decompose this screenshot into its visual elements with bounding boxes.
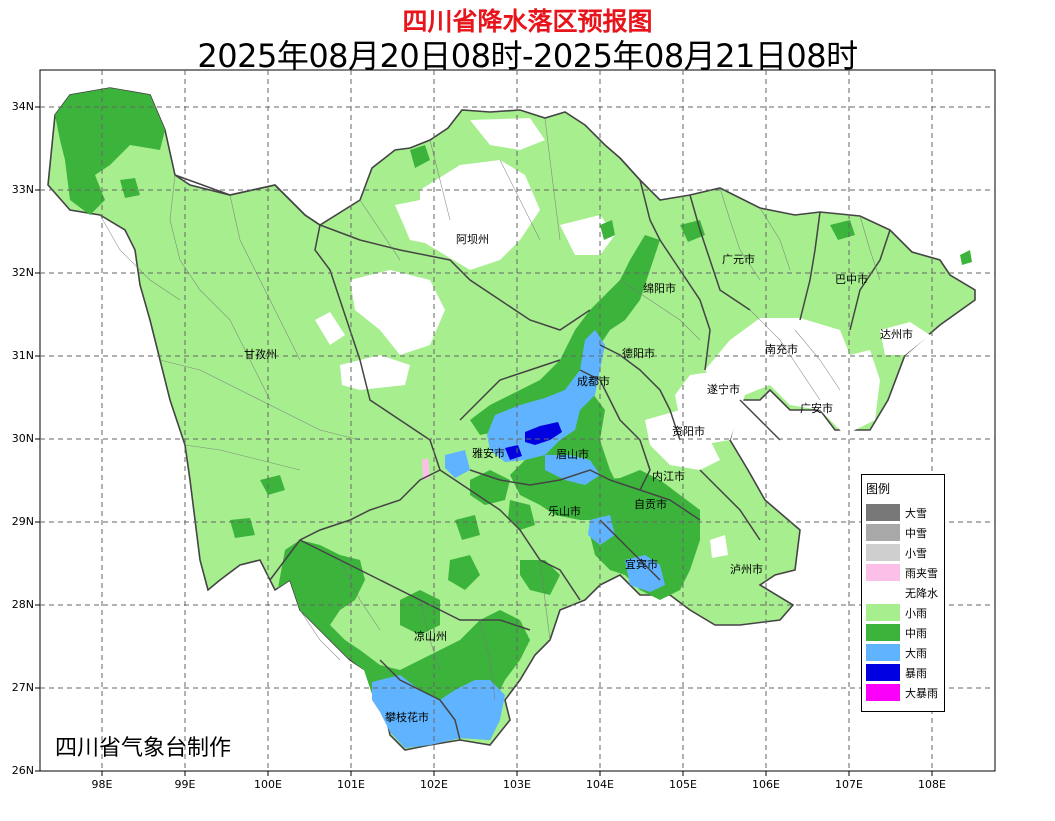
city-label-leshan: 乐山市	[548, 505, 581, 518]
legend-label: 大暴雨	[905, 687, 938, 700]
lon-label-103e: 103E	[503, 778, 531, 791]
rainstorm-areas	[505, 422, 562, 460]
forecast-period: 2025年08月20日08时-2025年08月21日08时	[197, 37, 858, 75]
district-boundaries	[99, 117, 881, 701]
lon-label-98e: 98E	[91, 778, 113, 791]
city-label-dazhou: 达州市	[880, 328, 913, 341]
lon-label-104e: 104E	[586, 778, 614, 791]
legend-label: 大雨	[905, 647, 927, 660]
legend-item-heavy-rainstorm: 大暴雨	[866, 684, 942, 702]
city-label-yibin: 宜宾市	[625, 558, 658, 571]
city-label-aba: 阿坝州	[456, 233, 489, 246]
city-label-ziyang: 资阳市	[672, 425, 705, 438]
legend-title: 图例	[866, 482, 891, 496]
city-label-yaan: 雅安市	[472, 447, 505, 460]
legend-label: 雨夹雪	[905, 567, 938, 580]
sleet-area	[422, 458, 430, 480]
legend-swatch	[866, 604, 900, 621]
map-title: 四川省降水落区预报图	[402, 7, 653, 36]
lon-label-100e: 100E	[254, 778, 282, 791]
heavy-rain-areas	[372, 330, 665, 748]
lat-label-27n: 27N	[11, 681, 34, 694]
legend-swatch	[866, 664, 900, 681]
legend-swatch	[866, 684, 900, 701]
legend-label: 小雪	[905, 547, 927, 560]
legend-item-moderate-snow: 中雪	[866, 524, 942, 542]
legend-item-moderate-rain: 中雨	[866, 624, 942, 642]
city-label-ganzi: 甘孜州	[244, 348, 277, 361]
legend-item-heavy-snow: 大雪	[866, 504, 942, 522]
axis-ticks	[35, 106, 933, 776]
legend-swatch	[866, 644, 900, 661]
city-label-suining: 遂宁市	[707, 383, 740, 396]
city-label-nanchong: 南充市	[765, 343, 798, 356]
legend-swatch	[866, 544, 900, 561]
city-label-panzhihua: 攀枝花市	[385, 711, 429, 724]
map-legend: 图例 大雪 中雪 小雪 雨夹雪 无降水 小雨 中雨 大雨 暴雨 大暴雨	[861, 474, 945, 712]
legend-swatch	[866, 524, 900, 541]
lon-label-105e: 105E	[669, 778, 697, 791]
lon-label-108e: 108E	[918, 778, 946, 791]
legend-item-light-snow: 小雪	[866, 544, 942, 562]
legend-label: 小雨	[905, 607, 927, 620]
city-label-luzhou: 泸州市	[730, 563, 763, 576]
lon-label-101e: 101E	[337, 778, 365, 791]
lat-label-29n: 29N	[11, 515, 34, 528]
legend-item-heavy-rain: 大雨	[866, 644, 942, 662]
lat-label-26n: 26N	[11, 764, 34, 777]
lon-label-106e: 106E	[752, 778, 780, 791]
lat-label-30n: 30N	[11, 432, 34, 445]
legend-label: 无降水	[905, 587, 938, 600]
legend-swatch	[866, 504, 900, 521]
city-label-deyang: 德阳市	[622, 347, 655, 360]
legend-item-sleet: 雨夹雪	[866, 564, 942, 582]
legend-label: 中雪	[905, 527, 927, 540]
legend-item-rainstorm: 暴雨	[866, 664, 942, 682]
lon-label-107e: 107E	[835, 778, 863, 791]
lat-label-34n: 34N	[11, 100, 34, 113]
city-label-bazhong: 巴中市	[835, 273, 868, 286]
legend-label: 暴雨	[905, 667, 927, 680]
city-label-zigong: 自贡市	[634, 498, 667, 511]
city-label-liangshan: 凉山州	[414, 630, 447, 643]
lon-label-102e: 102E	[420, 778, 448, 791]
legend-swatch	[866, 564, 900, 581]
producer-credit: 四川省气象台制作	[55, 736, 232, 761]
city-boundaries	[174, 157, 891, 741]
legend-swatch	[866, 584, 900, 601]
city-label-mianyang: 绵阳市	[643, 282, 676, 295]
city-label-meishan: 眉山市	[556, 448, 589, 461]
legend-label: 大雪	[905, 507, 927, 520]
city-label-guangyuan: 广元市	[722, 253, 755, 266]
lat-label-28n: 28N	[11, 598, 34, 611]
city-label-neijiang: 内江市	[652, 470, 685, 483]
legend-item-light-rain: 小雨	[866, 604, 942, 622]
legend-label: 中雨	[905, 627, 927, 640]
city-label-chengdu: 成都市	[577, 375, 610, 388]
lat-label-32n: 32N	[11, 266, 34, 279]
no-precipitation-areas	[315, 118, 930, 558]
graticule	[40, 70, 995, 771]
lat-label-33n: 33N	[11, 183, 34, 196]
lat-label-31n: 31N	[11, 349, 34, 362]
legend-swatch	[866, 624, 900, 641]
lon-label-99e: 99E	[174, 778, 196, 791]
legend-item-no-precip: 无降水	[866, 584, 942, 602]
city-label-guangan: 广安市	[800, 402, 833, 415]
